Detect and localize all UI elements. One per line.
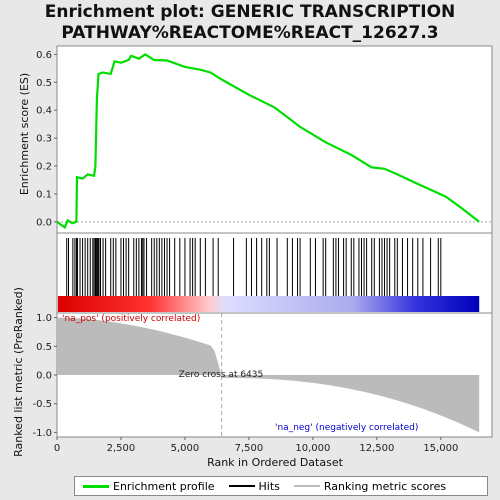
x-tick-label: 2,500: [107, 443, 136, 454]
metric-y-tick-label: 0.0: [36, 371, 52, 382]
metric-panel: -1.0 -0.5 0.0 0.5 1.0 0 2,500 5,000 7,500 10,000 1…: [32, 312, 493, 454]
enrichment-plot: 0.0 0.1 0.2 0.3 0.4 0.5 0.6 -1.0 -0.5 0.0 0.5 1.0 0…: [12, 45, 493, 469]
es-y-tick-label: 0.0: [36, 217, 52, 228]
metric-y-tick-label: 0.5: [36, 342, 52, 353]
metric-y-tick-label: 1.0: [36, 313, 52, 324]
es-y-tick-label: 0.6: [36, 50, 52, 61]
zero-cross-label: Zero cross at 6435: [179, 370, 264, 380]
x-tick-label: 15,000: [423, 443, 458, 454]
es-y-tick-label: 0.3: [36, 134, 52, 145]
legend-hits-label: Hits: [258, 479, 280, 493]
metric-y-tick-label: -1.0: [32, 428, 52, 439]
es-plot-area: [56, 45, 493, 234]
metric-area: [57, 317, 480, 433]
x-tick-label: 10,000: [295, 443, 330, 454]
x-tick-label: 12,500: [359, 443, 394, 454]
x-tick-label: 0: [54, 443, 60, 454]
es-y-tick-label: 0.5: [36, 78, 52, 89]
legend-metric-label: Ranking metric scores: [323, 479, 447, 493]
legend-enrichment-label: Enrichment profile: [113, 479, 215, 493]
chart-title: Enrichment plot: GENERIC TRANSCRIPTION P…: [0, 2, 500, 44]
metric-y-tick-label: -0.5: [32, 399, 52, 410]
legend-hits: Hits: [228, 479, 280, 493]
legend-enrichment-profile: Enrichment profile: [83, 480, 215, 493]
es-panel: 0.0 0.1 0.2 0.3 0.4 0.5 0.6: [36, 45, 493, 234]
legend-ranking-metric: Ranking metric scores: [293, 479, 447, 493]
hits-panel: [56, 232, 493, 314]
chart-title-line2: PATHWAY%REACTOME%REACT_12627.3: [61, 23, 439, 43]
rank-color-bar: [58, 296, 480, 312]
legend: Enrichment profile Hits Ranking metric s…: [74, 476, 488, 496]
x-tick-label: 7,500: [235, 443, 264, 454]
es-y-tick-label: 0.1: [36, 189, 52, 200]
neg-correlated-label: 'na_neg' (negatively correlated): [275, 423, 418, 433]
x-tick-label: 5,000: [171, 443, 200, 454]
legend-metric-icon: [293, 485, 320, 487]
metric-axis-label: Ranked list metric (PreRanked): [12, 287, 25, 457]
es-y-tick-label: 0.2: [36, 162, 52, 173]
pos-correlated-label: 'na_pos' (positively correlated): [62, 314, 200, 324]
legend-line-icon: [83, 484, 109, 488]
es-line: [56, 53, 480, 230]
es-y-tick-label: 0.4: [36, 106, 52, 117]
legend-hits-icon: [228, 485, 255, 487]
x-axis-label: Rank in Ordered Dataset: [207, 456, 344, 469]
es-axis-label: Enrichment score (ES): [18, 73, 31, 195]
chart-title-line1: Enrichment plot: GENERIC TRANSCRIPTION: [44, 2, 456, 22]
